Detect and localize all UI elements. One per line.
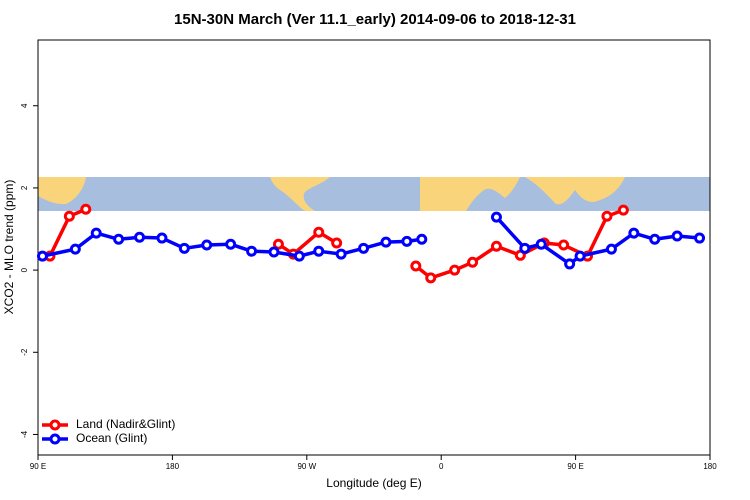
series-point: [694, 232, 706, 244]
series-point: [628, 227, 640, 239]
series-point: [467, 256, 479, 268]
series-point: [401, 235, 413, 247]
series-point: [671, 230, 683, 242]
series-point: [605, 243, 617, 255]
map-land: [525, 177, 625, 205]
x-tick-label: 90 E: [30, 462, 46, 471]
legend-marker: [49, 433, 61, 445]
series-point: [331, 237, 343, 249]
y-tick-label: -2: [20, 348, 29, 356]
y-tick-label: 0: [20, 267, 29, 272]
map-land: [270, 177, 330, 211]
series-point: [574, 250, 586, 262]
series-point: [335, 248, 347, 260]
series-point: [268, 246, 280, 258]
series-point: [535, 238, 547, 250]
series-point: [313, 245, 325, 257]
series-point: [246, 245, 258, 257]
x-axis-label: Longitude (deg E): [326, 476, 421, 490]
legend-label: Land (Nadir&Glint): [76, 417, 175, 431]
series-point: [63, 210, 75, 222]
x-tick-label: 0: [439, 462, 444, 471]
series-point: [201, 239, 213, 251]
series-point: [490, 211, 502, 223]
y-axis-label: XCO2 - MLO trend (ppm): [2, 180, 16, 315]
plot-box: [37, 39, 711, 456]
series-point: [225, 238, 237, 250]
series-point: [564, 258, 576, 270]
x-tick-label: 90 W: [297, 462, 316, 471]
x-tick-label: 90 E: [567, 462, 583, 471]
world-map-band: [38, 177, 710, 211]
series-point: [380, 236, 392, 248]
series-point: [156, 232, 168, 244]
series-point: [601, 210, 613, 222]
series-point: [69, 243, 81, 255]
series-point: [90, 227, 102, 239]
series-point: [358, 242, 370, 254]
series-point: [36, 250, 48, 262]
map-land: [38, 177, 86, 205]
series-point: [113, 233, 125, 245]
series-point: [617, 204, 629, 216]
legend-label: Ocean (Glint): [76, 431, 147, 445]
series-point: [80, 203, 92, 215]
series-point: [272, 238, 284, 250]
chart-title: 15N-30N March (Ver 11.1_early) 2014-09-0…: [174, 11, 576, 28]
series-point: [449, 264, 461, 276]
series-point: [425, 272, 437, 284]
series-point: [649, 233, 661, 245]
y-tick-label: -4: [20, 430, 29, 438]
x-tick-label: 180: [703, 462, 717, 471]
series-point: [416, 233, 428, 245]
series-point: [558, 239, 570, 251]
series-point: [178, 242, 190, 254]
map-land: [420, 177, 520, 211]
y-tick-label: 4: [20, 103, 29, 108]
series-point: [293, 250, 305, 262]
x-tick-label: 180: [166, 462, 180, 471]
y-tick-label: 2: [20, 185, 29, 190]
series-point: [519, 242, 531, 254]
series-point: [313, 226, 325, 238]
series-point: [490, 240, 502, 252]
legend-marker: [49, 419, 61, 431]
series-point: [410, 260, 422, 272]
series-point: [134, 231, 146, 243]
